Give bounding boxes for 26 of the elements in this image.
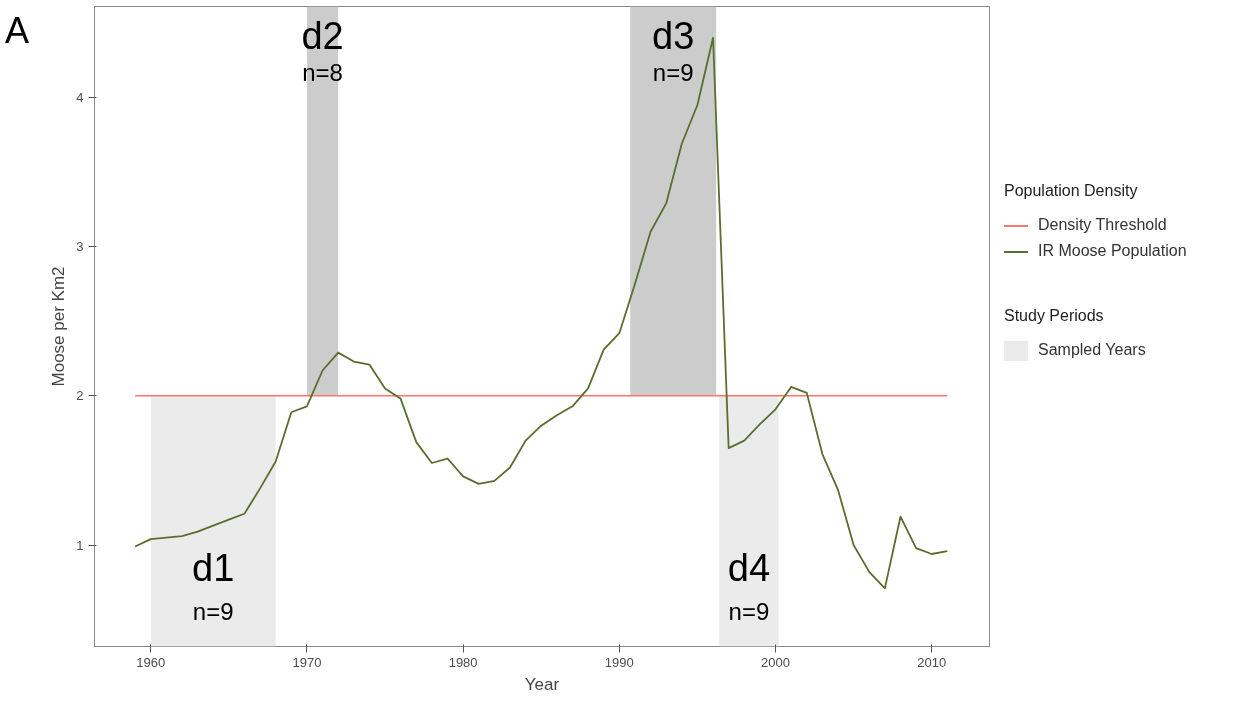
text: Sampled Years bbox=[1037, 340, 1147, 361]
text: A bbox=[5, 9, 30, 53]
x-tick-label: 1980 bbox=[448, 654, 478, 670]
annotation: n=8 bbox=[302, 58, 343, 86]
annotation: n=9 bbox=[728, 597, 770, 625]
band-label: d4 bbox=[727, 546, 771, 589]
annotation: n=9 bbox=[652, 58, 694, 86]
y-tick-label: 1 bbox=[76, 537, 84, 553]
band-label: d3 bbox=[652, 14, 695, 57]
y-tick-label: 4 bbox=[76, 90, 84, 105]
band-label: d1 bbox=[192, 546, 235, 589]
x-tick-label: 1990 bbox=[604, 654, 634, 670]
text: Population Density bbox=[1004, 182, 1138, 199]
x-tick-label: 1970 bbox=[292, 654, 322, 670]
text: Study Periods bbox=[1004, 306, 1104, 324]
y-axis-title: Moose per Km2 bbox=[49, 266, 69, 387]
y-tick-label: 3 bbox=[76, 239, 84, 255]
x-tick-label: 2010 bbox=[917, 654, 947, 670]
x-tick-label: 2000 bbox=[761, 654, 790, 670]
band-label: d2 bbox=[301, 14, 344, 57]
x-tick-label: 1960 bbox=[136, 654, 166, 670]
annotation: n=9 bbox=[192, 597, 234, 625]
y-tick-label: 2 bbox=[76, 388, 84, 404]
x-axis-title: Year bbox=[524, 674, 560, 694]
legend-label: IR Moose Population bbox=[1037, 241, 1187, 262]
legend-label: Density Threshold bbox=[1037, 215, 1168, 236]
